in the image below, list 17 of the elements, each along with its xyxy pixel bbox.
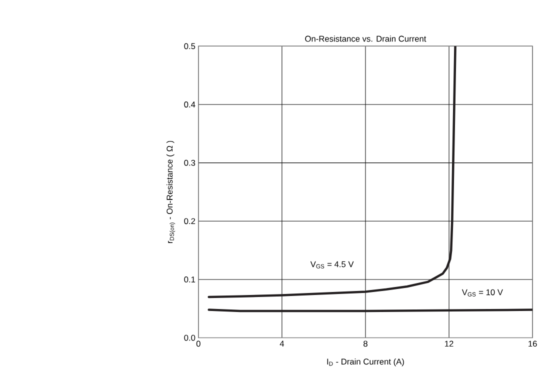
y-tick-label: 0.3 — [184, 160, 196, 166]
x-tick-label: 12 — [445, 340, 454, 347]
chart-title: On-Resistance vs. Drain Current — [305, 36, 426, 42]
text: V$_{GS}$ = 4.5 V — [310, 261, 354, 268]
y-tick-label: 0.4 — [184, 102, 196, 108]
y-axis-title: r$_{DS(on)}$ - On-Resistance ( Ω ) — [166, 140, 176, 243]
x-tick-label: 8 — [364, 340, 368, 347]
x-axis-title: I$_{D}$ - Drain Current (A) — [327, 358, 404, 366]
y-tick-label: 0.1 — [184, 276, 196, 282]
x-tick-label: 16 — [528, 340, 537, 347]
x-tick-label: 0 — [196, 340, 200, 347]
y-tick-label: 0.5 — [184, 43, 196, 50]
y-tick-label: 0.0 — [184, 334, 196, 341]
line-series — [208, 46, 456, 298]
x-tick-label: 4 — [280, 340, 284, 346]
series-label: V$_{GS}$ = 10 V — [462, 289, 503, 296]
y-tick-label: 0.2 — [184, 218, 196, 224]
